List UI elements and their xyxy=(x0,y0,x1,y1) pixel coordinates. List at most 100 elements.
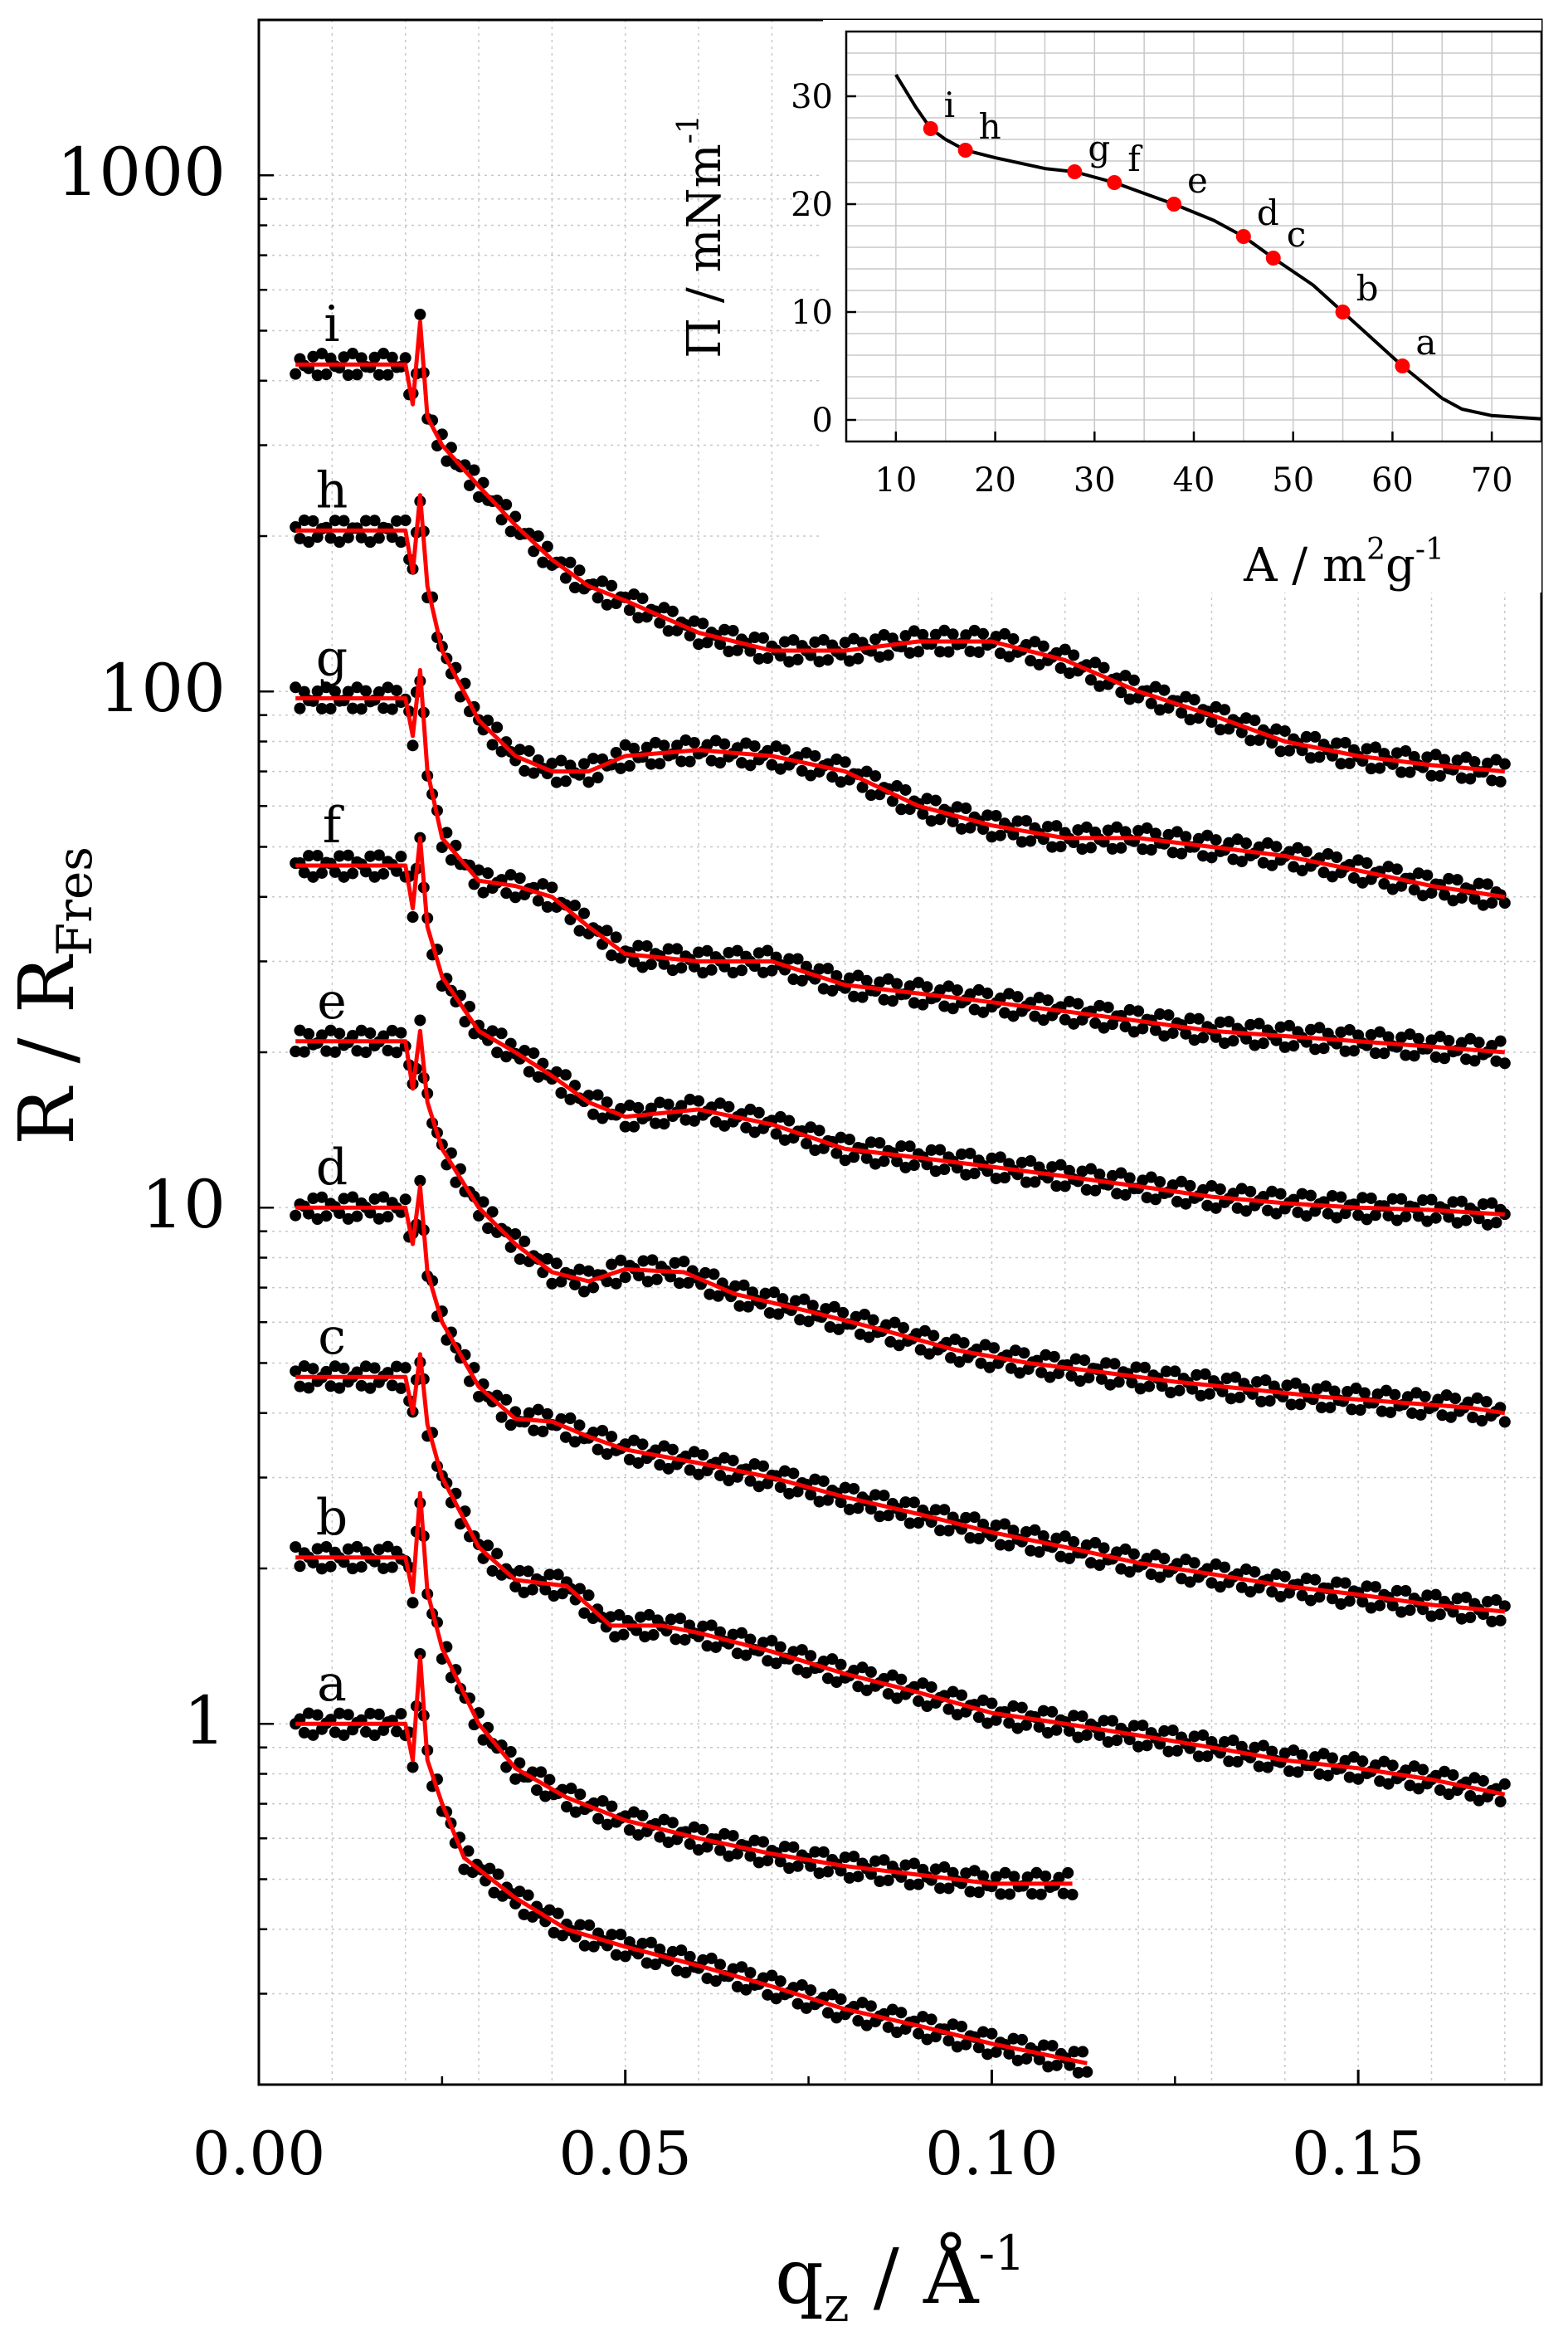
data-point-g xyxy=(1240,1032,1253,1045)
data-point-c xyxy=(800,1666,812,1679)
data-point-c xyxy=(856,1661,869,1674)
data-point-c xyxy=(1123,1734,1136,1746)
data-point-g xyxy=(1011,991,1024,1003)
data-point-b xyxy=(1030,1866,1043,1879)
data-point-g xyxy=(407,739,419,752)
data-point-b xyxy=(504,1746,517,1758)
data-point-f xyxy=(1115,1167,1127,1179)
data-point-c xyxy=(1188,1730,1200,1743)
data-point-g xyxy=(1041,994,1054,1007)
data-point-c xyxy=(1093,1729,1106,1741)
data-point-c xyxy=(1037,1705,1049,1717)
data-point-f xyxy=(1498,1208,1511,1221)
data-point-e xyxy=(1156,1380,1168,1393)
data-point-h xyxy=(1141,822,1153,834)
data-point-g xyxy=(1184,1012,1196,1025)
data-point-i xyxy=(606,579,618,592)
data-point-i xyxy=(666,605,679,617)
data-point-h xyxy=(1390,863,1403,876)
data-point-h xyxy=(856,781,869,793)
data-point-h xyxy=(778,744,791,756)
data-point-e xyxy=(364,1027,377,1039)
data-point-g xyxy=(1313,1022,1326,1034)
data-point-h xyxy=(1205,851,1218,864)
data-point-b xyxy=(1053,1871,1065,1884)
data-point-f xyxy=(1149,1193,1161,1206)
inset-x-tick-label: 20 xyxy=(974,461,1016,500)
data-point-h xyxy=(368,515,381,527)
data-point-d xyxy=(1278,1570,1291,1583)
data-point-f xyxy=(1443,1211,1455,1223)
data-point-f xyxy=(964,1147,976,1159)
data-point-g xyxy=(951,984,963,997)
data-point-a xyxy=(1081,2066,1093,2078)
data-point-a xyxy=(864,2000,877,2012)
data-point-c xyxy=(573,1583,586,1595)
data-point-i xyxy=(601,598,613,611)
data-point-e xyxy=(1251,1376,1264,1388)
data-point-h xyxy=(373,532,385,544)
inset-x-axis-label: A / m2g-1 xyxy=(1243,533,1444,593)
data-point-f xyxy=(1089,1184,1102,1197)
data-point-c xyxy=(1050,1724,1063,1736)
data-point-c xyxy=(1106,1714,1118,1727)
marked-point-d xyxy=(1235,229,1251,244)
data-point-e xyxy=(1415,1408,1427,1421)
data-point-c xyxy=(324,1380,337,1393)
data-point-i xyxy=(748,631,761,643)
data-point-g xyxy=(382,681,394,694)
data-point-f xyxy=(938,1163,951,1176)
data-point-b xyxy=(636,1809,649,1822)
data-point-g xyxy=(1317,1042,1330,1055)
data-point-i xyxy=(697,617,709,630)
data-point-b xyxy=(373,1544,385,1556)
data-point-c xyxy=(482,1539,494,1552)
data-point-d xyxy=(1188,1557,1200,1569)
data-point-g xyxy=(821,963,834,975)
data-point-a xyxy=(1033,2053,1045,2066)
data-point-e xyxy=(294,1024,306,1036)
data-point-b xyxy=(817,1846,830,1858)
data-point-g xyxy=(942,980,955,993)
data-point-c xyxy=(1447,1768,1459,1781)
data-point-g xyxy=(1093,999,1106,1012)
data-point-f xyxy=(1059,1180,1071,1193)
data-point-g xyxy=(1408,1050,1420,1062)
data-point-a xyxy=(640,1957,653,1969)
data-point-e xyxy=(1476,1415,1488,1427)
data-point-e xyxy=(1255,1395,1268,1407)
data-point-g xyxy=(1223,1016,1235,1028)
inset-y-axis-label: Π / mNm-1 xyxy=(672,115,732,359)
data-point-g xyxy=(1283,1019,1295,1032)
data-point-e xyxy=(1035,1366,1048,1378)
data-point-e xyxy=(1108,1358,1121,1370)
data-point-g xyxy=(796,974,808,987)
data-point-a xyxy=(645,1936,657,1949)
data-point-f xyxy=(1412,1210,1424,1222)
data-point-c xyxy=(766,1635,778,1647)
fit-line-d xyxy=(295,1184,1506,1614)
data-point-c xyxy=(701,1640,713,1652)
data-point-e xyxy=(1449,1393,1462,1405)
data-point-i xyxy=(1054,662,1067,675)
data-point-a xyxy=(1020,2052,1033,2065)
data-point-c xyxy=(670,1633,682,1646)
data-point-i xyxy=(1361,743,1373,755)
data-point-i xyxy=(1343,757,1356,769)
data-point-h xyxy=(956,822,968,835)
data-point-f xyxy=(377,867,390,880)
data-point-f xyxy=(311,849,324,861)
data-point-c xyxy=(956,1689,968,1701)
data-point-e xyxy=(1203,1388,1215,1400)
data-point-f xyxy=(1425,1193,1438,1206)
data-point-d xyxy=(835,1496,847,1509)
data-point-f xyxy=(364,850,377,862)
data-point-i xyxy=(1184,714,1196,726)
data-point-e xyxy=(1467,1411,1479,1423)
data-point-h xyxy=(1149,827,1161,840)
main-x-tick-label: 0.15 xyxy=(1292,2119,1424,2188)
data-point-c xyxy=(1192,1750,1205,1763)
data-point-c xyxy=(643,1608,655,1621)
curve-label-h: h xyxy=(316,461,348,519)
data-point-d xyxy=(568,1436,581,1448)
